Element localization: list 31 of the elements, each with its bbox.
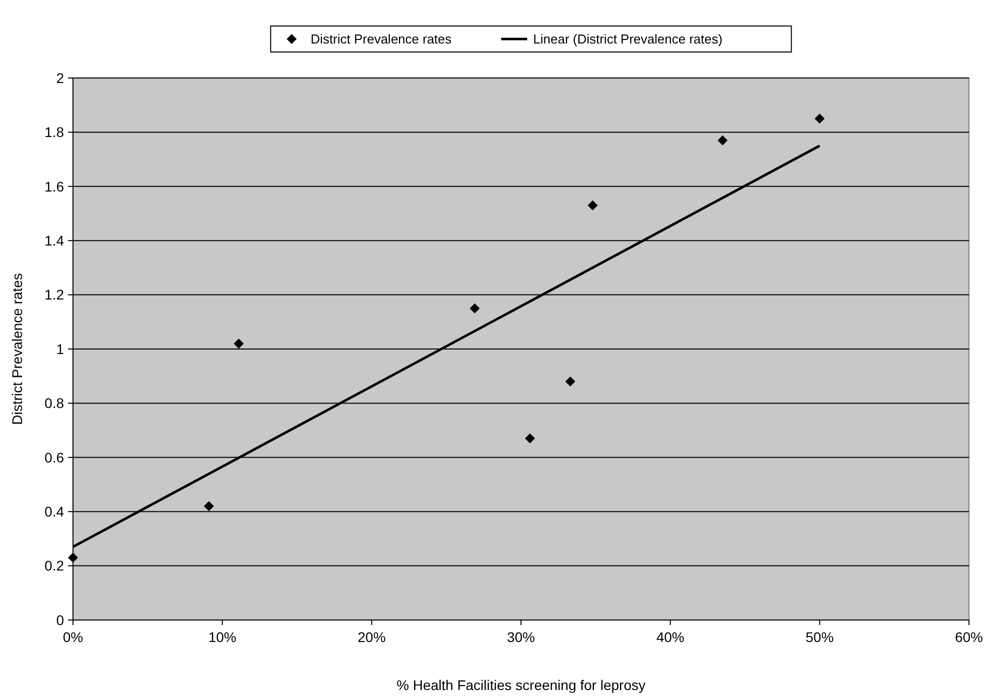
y-tick-label: 1 (56, 340, 64, 357)
y-tick-label: 1.4 (44, 232, 64, 248)
x-tick-label: 30% (506, 629, 536, 645)
point (588, 200, 598, 210)
y-tick-label: 0.8 (44, 395, 64, 412)
point (68, 552, 78, 563)
x-tick-label: 40% (656, 629, 684, 645)
x-tick-label: 60% (954, 629, 984, 645)
y-tick-label: 1.6 (44, 178, 64, 194)
y-tick-label: 0.2 (44, 558, 64, 574)
y-tick-label: 0.6 (44, 449, 64, 466)
point (814, 114, 825, 124)
point (234, 338, 244, 349)
x-axis-title: % Health Facilities screening for leprosy (396, 677, 646, 693)
y-tick-label: 1.2 (44, 286, 64, 303)
point (204, 501, 214, 512)
legend-label: Linear (District Prevalence rates) (533, 32, 722, 47)
y-axis-title: District Prevalence rates (9, 273, 25, 425)
y-tick-label: 0.4 (44, 504, 64, 520)
point (718, 135, 728, 146)
point (524, 433, 535, 444)
legend-label: District Prevalence rates (310, 32, 452, 47)
x-tick-label: 0% (62, 629, 84, 645)
point (470, 303, 480, 314)
point (565, 376, 576, 387)
x-tick-label: 10% (208, 629, 236, 645)
y-tick-label: 2 (56, 70, 64, 86)
x-tick-label: 50% (806, 629, 834, 645)
x-tick-label: 20% (358, 629, 386, 645)
y-tick-label: 1.8 (44, 124, 64, 140)
y-tick-label: 0 (56, 612, 64, 628)
